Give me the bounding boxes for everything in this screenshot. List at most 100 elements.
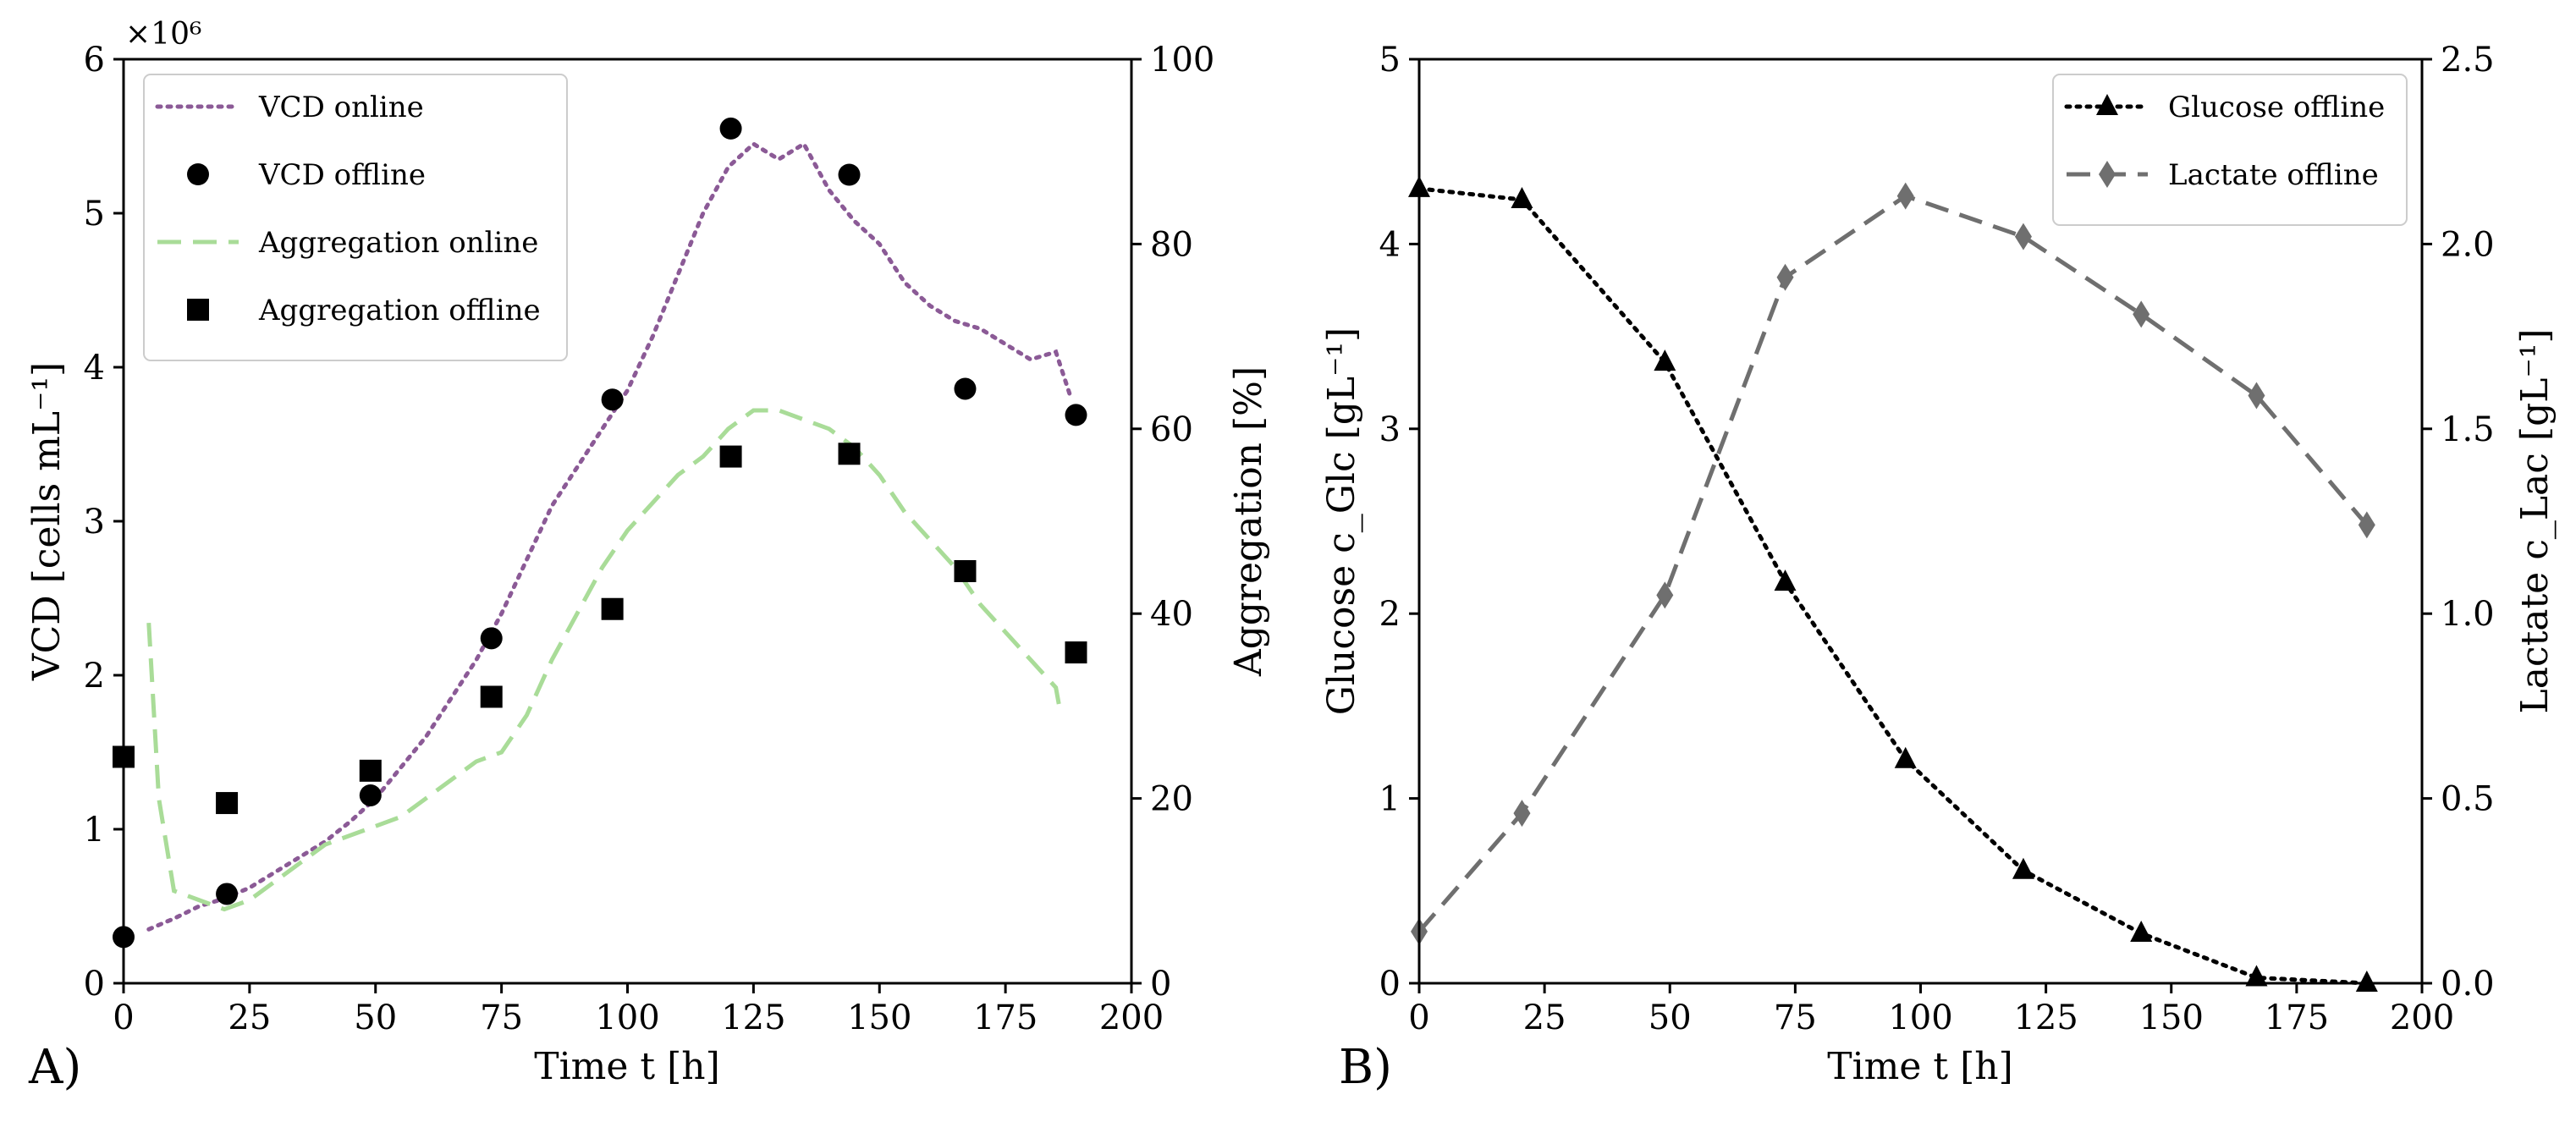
- legend-item-glucose-offline: Glucose offline: [2064, 91, 2385, 124]
- x-tick-label: 100: [595, 998, 659, 1037]
- series-aggregation-offline: [113, 443, 1087, 815]
- panel-a-y-axis-title-right: Aggregation [%]: [1227, 366, 1270, 677]
- data-point-square: [601, 597, 624, 620]
- data-point-circle: [480, 627, 503, 650]
- data-point-square: [1065, 641, 1087, 664]
- data-point-circle: [359, 784, 382, 806]
- legend-swatch-square: [187, 299, 209, 321]
- x-tick-label: 175: [2265, 998, 2329, 1037]
- data-point-triangle: [2355, 971, 2378, 992]
- panel-a-legend: VCD online VCD offline Aggregation online A…: [143, 74, 568, 361]
- x-tick-label: 0: [113, 998, 134, 1037]
- y-right-tick-label: 100: [1150, 41, 1214, 80]
- y-right-tick-label: 0: [1150, 965, 1171, 1004]
- panel-a-x-axis-title: Time t [h]: [534, 1045, 720, 1088]
- data-point-triangle: [2245, 965, 2268, 987]
- data-point-triangle: [1511, 186, 1533, 208]
- panel-a-y-exponent: ×10⁶: [125, 17, 201, 52]
- legend-item-aggregation-online: Aggregation online: [157, 226, 538, 260]
- legend-label: VCD offline: [258, 158, 426, 192]
- data-point-square: [216, 792, 239, 815]
- y-tick-label: 2: [84, 657, 105, 696]
- data-point-triangle: [1894, 746, 1917, 768]
- legend-frame: [143, 74, 568, 361]
- panel-b-y-axis-title-right: Lactate c_Lac [gL⁻¹]: [2513, 328, 2557, 713]
- y-tick-label: 5: [1379, 41, 1401, 80]
- legend-swatch-triangle: [2096, 94, 2118, 115]
- x-tick-label: 75: [480, 998, 523, 1037]
- data-point-circle: [1065, 404, 1087, 426]
- y-tick-label: 6: [84, 41, 105, 80]
- data-point-square: [719, 445, 742, 468]
- panel-b: 0 25 50 75 100 125 150 175 200 0 1 2 3 4 5 0.0 0.5 1.0 1…: [1320, 41, 2557, 1095]
- x-tick-label: 75: [1774, 998, 1817, 1037]
- legend-item-vcd-offline: VCD offline: [187, 158, 426, 192]
- data-point-circle: [601, 388, 624, 411]
- y-right-tick-label: 2.0: [2441, 225, 2495, 264]
- x-tick-label: 50: [354, 998, 397, 1037]
- x-tick-label: 50: [1649, 998, 1692, 1037]
- y-right-tick-label: 2.5: [2441, 41, 2495, 80]
- x-tick-label: 175: [973, 998, 1038, 1037]
- panel-a-y-ticks: 0 1 2 3 4 5 6: [84, 41, 124, 1004]
- series-glucose-offline: [1408, 175, 2378, 992]
- legend-label: Aggregation online: [258, 226, 538, 260]
- x-tick-label: 125: [721, 998, 785, 1037]
- data-point-triangle: [1774, 569, 1797, 591]
- series-line-lactate-offline: [1417, 193, 2369, 933]
- y-right-tick-label: 0.0: [2441, 965, 2495, 1004]
- data-point-circle: [719, 117, 742, 140]
- legend-label: VCD online: [258, 91, 424, 124]
- x-tick-label: 200: [2390, 998, 2454, 1037]
- data-point-diamond: [1513, 800, 1531, 828]
- y-tick-label: 2: [1379, 595, 1401, 634]
- panel-b-legend: Glucose offline Lactate offline: [2052, 74, 2408, 226]
- data-point-circle: [216, 883, 239, 905]
- data-point-diamond: [2133, 300, 2150, 328]
- series-vcd-offline: [113, 117, 1087, 949]
- y-tick-label: 0: [1379, 965, 1401, 1004]
- x-tick-label: 0: [1408, 998, 1429, 1037]
- data-point-diamond: [1896, 182, 1914, 210]
- data-point-circle: [954, 377, 977, 400]
- y-right-tick-label: 40: [1150, 595, 1193, 634]
- panel-b-y-ticks: 0 1 2 3 4 5: [1379, 41, 1419, 1004]
- panel-a-y-axis-title: VCD [cells mL⁻¹]: [25, 362, 69, 681]
- panel-b-x-axis-title: Time t [h]: [1827, 1045, 2013, 1088]
- y-right-tick-label: 0.5: [2441, 780, 2495, 819]
- data-point-diamond: [2014, 223, 2032, 250]
- legend-swatch-circle: [187, 163, 209, 185]
- data-point-triangle: [1654, 349, 1676, 371]
- y-right-tick-label: 1.5: [2441, 410, 2495, 449]
- data-point-diamond: [2248, 382, 2265, 410]
- legend-item-vcd-online: VCD online: [155, 91, 424, 124]
- panel-a-y-ticks-right: 0 20 40 60 80 100: [1131, 41, 1214, 1004]
- panel-a-series-layer: [113, 117, 1087, 949]
- panel-a: 0 25 50 75 100 125 150 175 200 0 1 2 3 4 5 6 0 20 40 60 80…: [25, 17, 1270, 1095]
- panel-a-label: A): [28, 1040, 81, 1095]
- data-point-square: [480, 685, 503, 708]
- data-point-square: [838, 443, 861, 465]
- legend-swatch-diamond: [2099, 161, 2116, 188]
- y-tick-label: 5: [84, 195, 105, 234]
- legend-label: Aggregation offline: [258, 294, 541, 327]
- series-line-aggregation-online: [146, 408, 1064, 912]
- y-right-tick-label: 80: [1150, 225, 1193, 264]
- legend-item-lactate-offline: Lactate offline: [2067, 158, 2379, 192]
- x-tick-label: 25: [1523, 998, 1566, 1037]
- legend-item-aggregation-offline: Aggregation offline: [187, 294, 541, 327]
- y-tick-label: 4: [1379, 225, 1401, 264]
- data-point-diamond: [1776, 263, 1794, 291]
- x-tick-label: 150: [847, 998, 911, 1037]
- y-right-tick-label: 60: [1150, 410, 1193, 449]
- x-tick-label: 100: [1888, 998, 1952, 1037]
- data-point-square: [954, 559, 977, 582]
- data-point-diamond: [2358, 511, 2375, 539]
- legend-frame: [2052, 74, 2408, 226]
- series-lactate-offline: [1411, 182, 2375, 945]
- y-tick-label: 3: [84, 503, 105, 542]
- y-tick-label: 0: [84, 965, 105, 1004]
- panel-b-y-axis-title: Glucose c_Glc [gL⁻¹]: [1320, 327, 1363, 715]
- x-tick-label: 25: [228, 998, 271, 1037]
